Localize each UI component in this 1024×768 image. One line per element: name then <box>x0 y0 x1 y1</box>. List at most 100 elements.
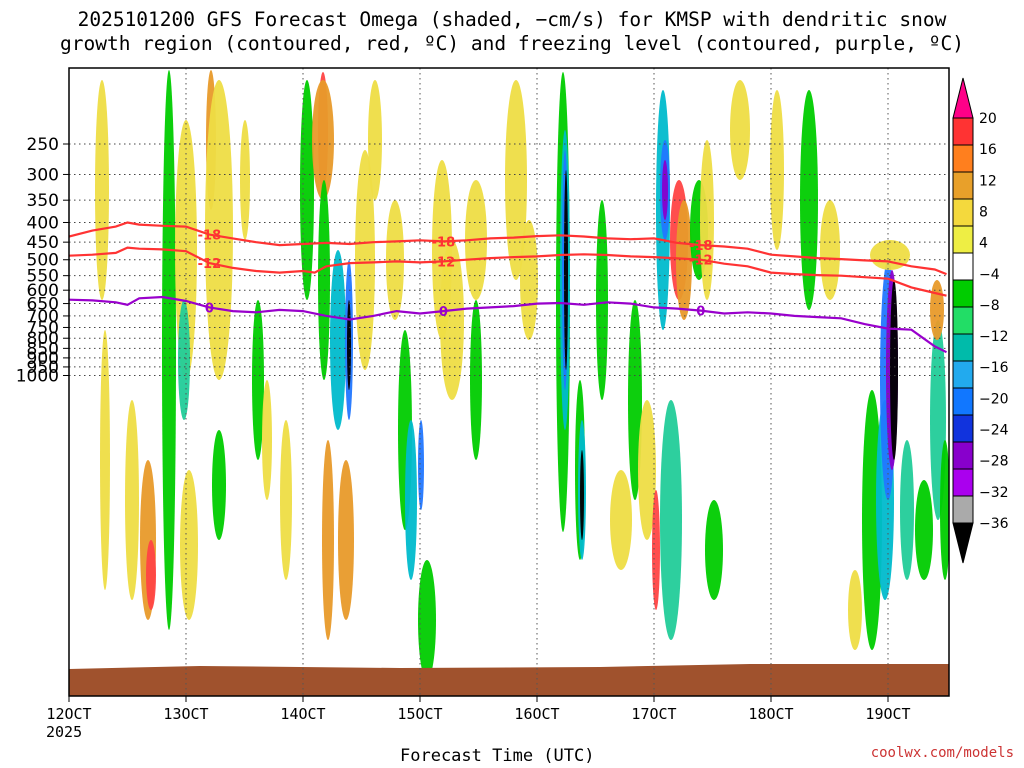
omega-shade-patch <box>520 220 538 340</box>
omega-shade-patch <box>705 500 723 600</box>
colorbar-label: −24 <box>979 423 1009 439</box>
omega-shade-patch <box>300 80 314 300</box>
colorbar-swatch <box>952 225 974 254</box>
contour-layer: -18 -18 -18-12 -12 -120 0 0 <box>69 221 947 354</box>
colorbar-swatch <box>952 279 974 308</box>
omega-shade-patch <box>418 560 436 680</box>
x-axis-year-label: 2025 <box>46 723 83 741</box>
omega-shade-patch <box>700 140 714 300</box>
x-tick-label: 19OCT <box>865 705 910 723</box>
omega-shade-patch <box>330 250 346 430</box>
omega-shade-patch <box>940 440 949 580</box>
omega-shade-patch <box>205 80 233 380</box>
omega-shade-patch <box>660 400 682 640</box>
omega-shade-patch <box>610 470 632 570</box>
contour-label: -18 <box>689 239 713 254</box>
contour-line-0 <box>69 295 947 354</box>
contour-label: 0 <box>696 305 705 320</box>
omega-shade-patch <box>470 300 482 460</box>
y-tick-label: 500 <box>27 251 59 271</box>
y-axis: 250 300 3504004505005506006507007508008509… <box>16 135 69 386</box>
y-tick-label: 650 <box>27 295 59 315</box>
omega-shade-patch <box>280 420 292 580</box>
y-tick-label: 900 <box>27 349 59 369</box>
colorbar-swatch <box>952 360 974 389</box>
colorbar-label: −8 <box>979 298 1000 314</box>
omega-shade-patch <box>146 540 156 610</box>
contour-label: -18 <box>198 229 222 244</box>
omega-shade-patch <box>900 440 914 580</box>
omega-shade-patch <box>338 460 354 620</box>
y-tick-label: 1000 <box>16 366 59 386</box>
colorbar-label: −20 <box>979 391 1009 407</box>
x-tick-label: 14OCT <box>280 705 325 723</box>
colorbar-swatch <box>952 252 974 281</box>
colorbar-label: −36 <box>979 516 1009 532</box>
grid-layer <box>69 68 949 696</box>
contour-line-minus12 <box>69 246 947 297</box>
x-axis: 12OCT 13OCT 14OCT 15OCT 16OCT 17OCT 18OCT 19OCT <box>46 696 911 723</box>
omega-shade-patch <box>162 70 176 630</box>
y-tick-label: 750 <box>27 318 59 338</box>
contour-label: 0 <box>439 305 448 320</box>
omega-shade-patch <box>178 300 190 420</box>
omega-shade-patch <box>870 240 910 270</box>
omega-shade-patch <box>405 420 417 580</box>
colorbar-swatch <box>952 495 974 524</box>
omega-shade-patch <box>322 440 334 640</box>
colorbar-label: 4 <box>979 236 988 252</box>
omega-shade-patch <box>180 470 198 620</box>
plot-frame <box>68 67 950 697</box>
colorbar-label: −28 <box>979 454 1009 470</box>
omega-shading-layer <box>95 70 949 680</box>
y-tick-label: 600 <box>27 281 59 301</box>
x-tick-label: 15OCT <box>397 705 442 723</box>
omega-shade-patch <box>95 80 109 300</box>
colorbar-label: −12 <box>979 329 1009 345</box>
omega-shade-patch <box>212 430 226 540</box>
ground-layer <box>69 664 949 696</box>
y-tick-label: 550 <box>27 267 59 287</box>
colorbar-swatch <box>952 306 974 335</box>
x-tick-label: 16OCT <box>514 705 559 723</box>
colorbar: 20 16 12 8 4 −4 −8 −12 −16 −20 −24 −28 −32 −36 <box>952 77 1009 564</box>
omega-shade-patch <box>125 400 139 600</box>
omega-shade-patch <box>252 300 264 460</box>
colorbar-top-arrow <box>952 77 974 119</box>
colorbar-bottom-arrow <box>952 522 974 564</box>
chart-title-line-1: 2025101200 GFS Forecast Omega (shaded, −… <box>77 8 947 31</box>
omega-shade-patch <box>820 200 840 300</box>
omega-shade-patch <box>580 450 584 540</box>
colorbar-swatch <box>952 117 974 146</box>
omega-shade-patch <box>730 80 750 180</box>
omega-shade-patch <box>770 90 784 250</box>
colorbar-label: 12 <box>979 173 997 189</box>
y-tick-label: 300 <box>27 165 59 185</box>
omega-shade-patch <box>240 120 250 240</box>
omega-shade-patch <box>347 300 351 390</box>
y-tick-label: 800 <box>27 329 59 349</box>
y-tick-label: 450 <box>27 233 59 253</box>
omega-shade-patch <box>890 280 898 460</box>
omega-shade-patch <box>440 240 464 400</box>
colorbar-label: −32 <box>979 485 1009 501</box>
y-tick-label: 700 <box>27 307 59 327</box>
colorbar-swatch <box>952 171 974 200</box>
y-tick-label: 850 <box>27 339 59 359</box>
colorbar-label: −16 <box>979 360 1009 376</box>
omega-shade-patch <box>505 80 527 280</box>
colorbar-label: 20 <box>979 111 997 127</box>
omega-shade-patch <box>368 80 382 200</box>
y-tick-label: 250 <box>27 135 59 155</box>
omega-shade-patch <box>596 200 608 400</box>
contour-line-minus18 <box>69 221 947 276</box>
colorbar-swatch <box>952 468 974 497</box>
omega-shade-patch <box>312 80 334 200</box>
colorbar-swatch <box>952 144 974 173</box>
contour-label: 0 <box>205 301 214 316</box>
credit-link[interactable]: coolwx.com/models <box>870 745 1014 761</box>
x-axis-title: Forecast Time (UTC) <box>400 746 595 766</box>
omega-shade-patch <box>662 160 668 220</box>
y-tick-label: 950 <box>27 358 59 378</box>
